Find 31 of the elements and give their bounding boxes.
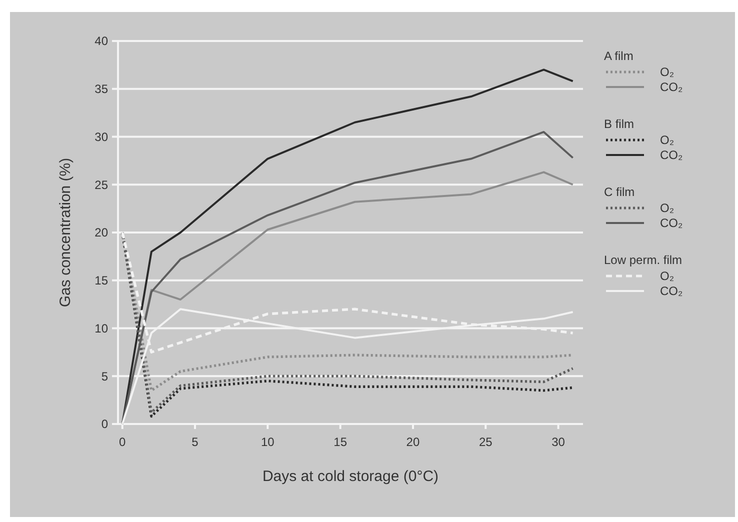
y-tick-label: 40 bbox=[94, 34, 108, 48]
legend-label: CO₂ bbox=[660, 80, 683, 94]
legend-label: CO₂ bbox=[660, 216, 683, 230]
x-tick-label: 25 bbox=[478, 435, 493, 449]
y-axis-title: Gas concentration (%) bbox=[57, 158, 74, 308]
legend-label: O₂ bbox=[660, 269, 674, 283]
line-series bbox=[121, 68, 574, 425]
y-tick-label: 30 bbox=[94, 130, 108, 144]
text: A film bbox=[604, 49, 634, 63]
y-tick-label: 25 bbox=[94, 178, 108, 192]
x-tick-label: 5 bbox=[192, 435, 199, 449]
x-tick-label: 0 bbox=[119, 435, 126, 449]
y-tick-label: 20 bbox=[94, 226, 108, 240]
text: C film bbox=[604, 185, 635, 199]
legend-label: O₂ bbox=[660, 201, 674, 215]
legend-label: CO₂ bbox=[660, 148, 683, 162]
y-tick-label: 5 bbox=[101, 369, 108, 384]
x-tick-label: 15 bbox=[334, 435, 348, 449]
x-axis-title: Days at cold storage (0°C) bbox=[262, 468, 439, 485]
text: B film bbox=[604, 117, 634, 131]
x-tick-label: 20 bbox=[406, 435, 420, 449]
y-tick-label: 0 bbox=[101, 417, 108, 432]
text: Low perm. film bbox=[604, 253, 682, 267]
y-tick-label: 35 bbox=[94, 82, 108, 96]
legend-label: CO₂ bbox=[660, 284, 683, 298]
legend-label: O₂ bbox=[660, 65, 674, 79]
legend-label: O₂ bbox=[660, 133, 674, 147]
x-tick-label: 30 bbox=[552, 435, 566, 449]
y-tick-label: 10 bbox=[94, 321, 108, 336]
x-tick-label: 10 bbox=[260, 435, 275, 449]
y-tick-label: 15 bbox=[94, 274, 108, 288]
